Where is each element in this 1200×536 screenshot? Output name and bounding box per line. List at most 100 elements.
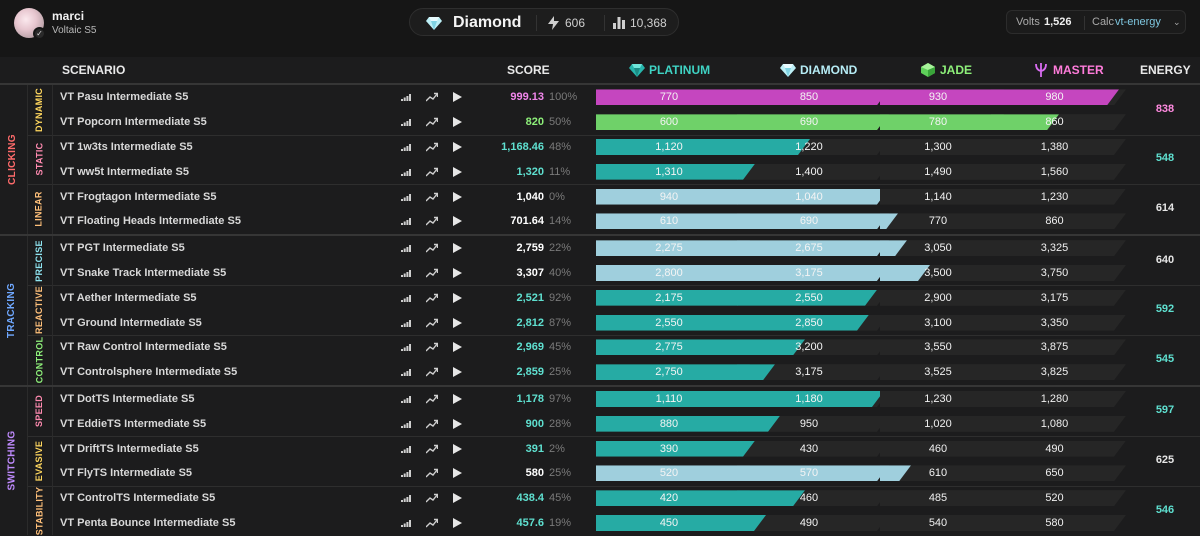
signal-bars-icon[interactable] [401, 118, 411, 127]
segment-track [596, 465, 750, 481]
play-icon[interactable] [452, 394, 462, 404]
segment-track [991, 189, 1126, 205]
scenario-name[interactable]: VT Raw Control Intermediate S5 [60, 341, 227, 354]
calc-select[interactable]: vt-energy [1115, 16, 1161, 28]
segment-track [737, 189, 889, 205]
play-icon[interactable] [452, 191, 462, 202]
subcategory-separator [28, 335, 1200, 336]
segment-fill [737, 240, 889, 256]
rank-threshold: 1,140 [924, 190, 952, 203]
scenario-name[interactable]: VT Ground Intermediate S5 [60, 316, 202, 329]
play-icon[interactable] [452, 216, 462, 227]
play-icon[interactable] [452, 92, 462, 103]
play-icon[interactable] [452, 468, 462, 479]
signal-bars-icon[interactable] [401, 168, 411, 176]
trend-up-icon[interactable] [426, 142, 438, 152]
trend-up-icon[interactable] [426, 92, 438, 102]
trend-up-icon[interactable] [426, 167, 438, 177]
trend-up-icon[interactable] [426, 468, 438, 478]
subcategory-energy: 640 [1155, 253, 1175, 266]
rank-progress-segment: 610 [880, 465, 1004, 481]
trend-up-icon[interactable] [426, 318, 438, 328]
scenario-name[interactable]: VT ww5t Intermediate S5 [60, 165, 189, 178]
segment-track [880, 315, 1004, 331]
scenario-name[interactable]: VT 1w3ts Intermediate S5 [60, 141, 193, 153]
play-icon[interactable] [452, 418, 462, 429]
scenario-name[interactable]: VT Popcorn Intermediate S5 [60, 116, 207, 129]
trend-up-icon[interactable] [426, 216, 438, 226]
signal-bars-icon[interactable] [401, 494, 411, 503]
play-icon[interactable] [452, 493, 462, 504]
scenario-name[interactable]: VT Penta Bounce Intermediate S5 [60, 517, 236, 529]
signal-bars-icon[interactable] [401, 93, 411, 102]
signal-bars-icon[interactable] [401, 395, 411, 403]
trend-up-icon[interactable] [426, 117, 438, 127]
signal-bars-icon[interactable] [401, 294, 411, 302]
signal-bars-icon[interactable] [401, 217, 411, 226]
trend-up-icon[interactable] [426, 293, 438, 303]
signal-bars-icon[interactable] [401, 244, 411, 253]
scenario-name[interactable]: VT Controlsphere Intermediate S5 [60, 366, 238, 379]
segment-track [991, 416, 1126, 432]
scenario-name[interactable]: VT FlyTS Intermediate S5 [60, 467, 193, 480]
scenario-name[interactable]: VT Frogtagon Intermediate S5 [60, 190, 217, 203]
rank-threshold: 780 [928, 116, 948, 129]
trend-up-icon[interactable] [426, 394, 438, 404]
trend-up-icon[interactable] [426, 342, 438, 352]
category-switching: SWITCHING [0, 387, 24, 536]
scenario-name[interactable]: VT Floating Heads Intermediate S5 [60, 215, 241, 228]
scenario-name[interactable]: VT Snake Track Intermediate S5 [60, 267, 227, 279]
chevron-down-icon[interactable]: ⌄ [1173, 17, 1181, 27]
play-icon[interactable] [452, 292, 462, 303]
signal-bars-icon[interactable] [401, 445, 411, 453]
segment-fill [596, 265, 750, 281]
scenario-name[interactable]: VT DriftTS Intermediate S5 [60, 442, 199, 455]
play-icon[interactable] [452, 243, 462, 254]
signal-bars-icon[interactable] [401, 420, 411, 428]
play-icon[interactable] [452, 142, 462, 152]
rank-progress-segment: 930 [880, 89, 1004, 105]
play-icon[interactable] [452, 443, 462, 454]
signal-bars-icon[interactable] [401, 143, 411, 151]
signal-bars-icon[interactable] [401, 469, 411, 478]
segment-track [737, 364, 889, 380]
play-icon[interactable] [452, 342, 462, 353]
scenario-name[interactable]: VT DotTS Intermediate S5 [60, 393, 195, 405]
scenario-name[interactable]: VT Pasu Intermediate S5 [60, 91, 189, 104]
rank-threshold: 950 [799, 417, 819, 430]
signal-bars-icon[interactable] [401, 269, 411, 277]
signal-bars-icon[interactable] [401, 319, 411, 327]
scenario-name[interactable]: VT PGT Intermediate S5 [60, 242, 185, 255]
signal-bars-icon[interactable] [401, 519, 411, 527]
play-icon[interactable] [452, 518, 462, 528]
rank-threshold: 520 [1045, 492, 1064, 505]
trend-up-icon[interactable] [426, 243, 438, 253]
score-value: 1,320 [516, 165, 544, 178]
play-icon[interactable] [452, 268, 462, 278]
trend-up-icon[interactable] [426, 367, 438, 377]
trend-up-icon[interactable] [426, 444, 438, 454]
trend-up-icon[interactable] [426, 493, 438, 503]
play-icon[interactable] [452, 367, 462, 378]
rank-header-master: MASTER [1033, 57, 1143, 83]
play-icon[interactable] [452, 317, 462, 328]
signal-bars-icon[interactable] [401, 368, 411, 377]
subcategory-separator [28, 134, 1200, 136]
rank-progress-segment: 3,175 [991, 290, 1126, 306]
segment-track [880, 189, 1004, 205]
trend-up-icon[interactable] [426, 518, 438, 528]
signal-bars-icon[interactable] [401, 343, 411, 352]
trend-up-icon[interactable] [426, 192, 438, 202]
segment-track [991, 265, 1126, 281]
scenario-name[interactable]: VT Aether Intermediate S5 [60, 291, 197, 304]
trend-up-icon[interactable] [426, 419, 438, 429]
scenario-name[interactable]: VT ControlTS Intermediate S5 [60, 492, 216, 505]
signal-bars-icon[interactable] [401, 193, 411, 201]
play-icon[interactable] [452, 117, 462, 128]
rank-progress-segment: 450 [596, 515, 750, 531]
play-icon[interactable] [452, 166, 462, 177]
scenario-name[interactable]: VT EddieTS Intermediate S5 [60, 417, 207, 430]
segment-fill [737, 265, 889, 281]
trend-up-icon[interactable] [426, 268, 438, 278]
segment-fill [596, 240, 750, 256]
